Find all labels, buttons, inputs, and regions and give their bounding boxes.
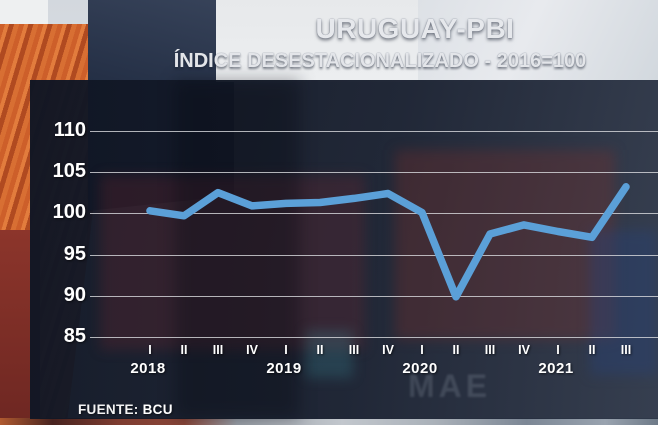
x-tick-label: I	[148, 343, 152, 357]
container-brand-ghost-text: MAE	[408, 368, 492, 404]
x-tick-label: IV	[382, 343, 394, 357]
x-tick-label: III	[484, 343, 496, 357]
y-axis-label-85: 85	[63, 325, 86, 348]
x-tick-label: III	[348, 343, 360, 357]
faint-brick-container-patch	[395, 150, 615, 340]
gridline-105	[90, 172, 658, 173]
gridline-85	[90, 337, 658, 339]
y-axis-label-90: 90	[63, 284, 86, 306]
source-value: BCU	[142, 402, 173, 417]
gridline-95	[90, 254, 658, 256]
source-label: FUENTE:	[78, 402, 139, 417]
chart-subtitle: ÍNDICE DESESTACIONALIZADO - 2016=100	[173, 50, 587, 72]
x-tick-label: IV	[246, 343, 258, 357]
gridline-90	[90, 296, 658, 297]
y-axis-label-100: 100	[52, 201, 86, 224]
x-tick-label: III	[620, 343, 632, 357]
x-tick-label: II	[316, 343, 324, 357]
x-tick-label: II	[452, 343, 460, 357]
source-caption: FUENTE: BCU	[78, 402, 173, 417]
year-label-2021: 2021	[538, 360, 574, 377]
gridline-110	[90, 130, 658, 132]
year-label-2019: 2019	[266, 360, 302, 377]
x-tick-label: I	[420, 343, 424, 357]
washed-containers-right	[418, 0, 658, 82]
sky-area-middle	[216, 0, 430, 82]
x-tick-label: II	[180, 343, 188, 357]
year-label-2020: 2020	[402, 360, 438, 377]
x-tick-label: IV	[518, 343, 530, 357]
x-tick-label: II	[588, 343, 596, 357]
year-label-2018: 2018	[130, 360, 166, 377]
y-axis-label-105: 105	[52, 160, 86, 182]
x-tick-label: I	[284, 343, 288, 357]
x-tick-label: III	[212, 343, 224, 357]
y-axis-label-110: 110	[53, 118, 86, 141]
y-axis-label-95: 95	[63, 242, 86, 265]
gridline-100	[90, 213, 658, 215]
x-tick-label: I	[556, 343, 560, 357]
photo-strip-bottom	[0, 418, 658, 425]
chart-title: URUGUAY-PBI	[315, 13, 515, 44]
